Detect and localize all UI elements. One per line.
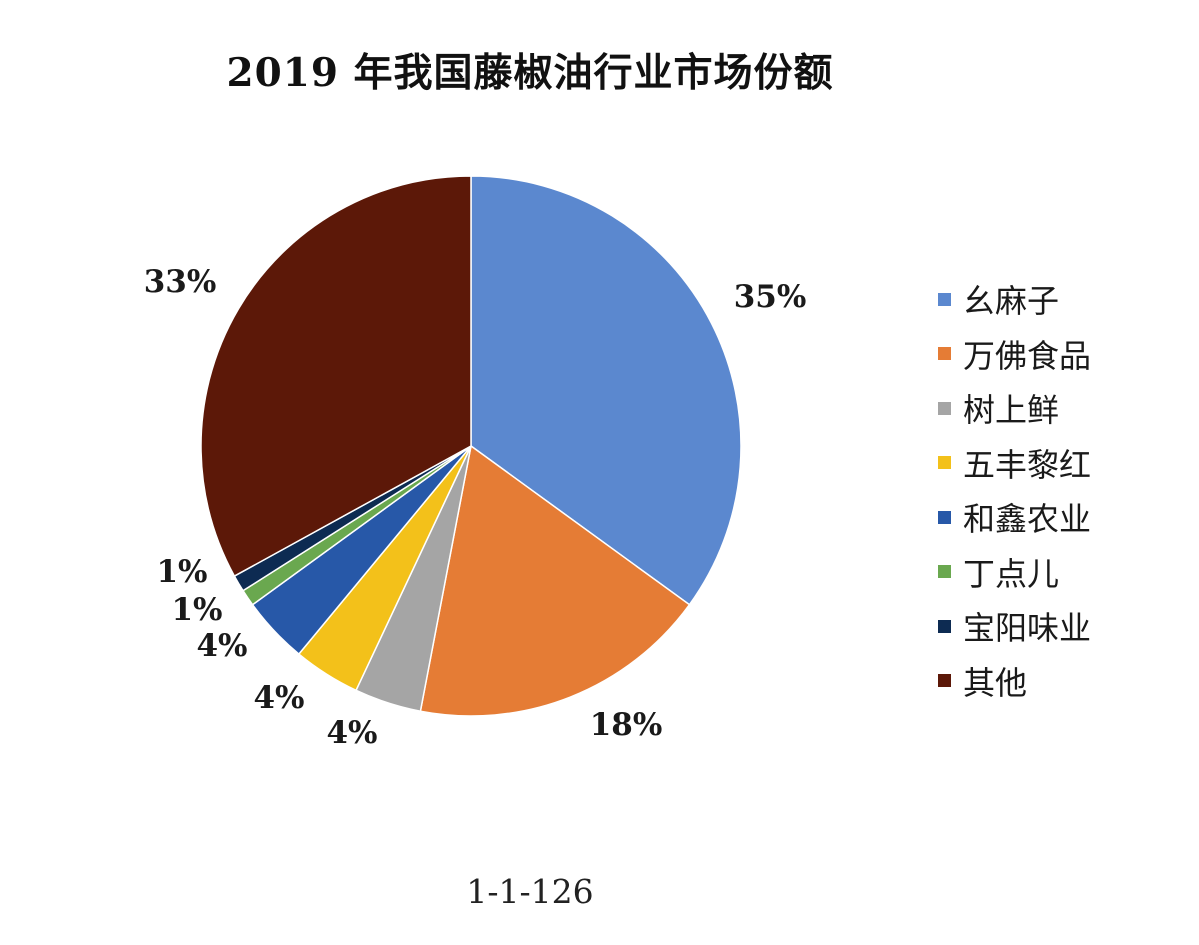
pie-slice-label-4: 4% <box>253 680 304 716</box>
legend-label: 万佛食品 <box>963 336 1092 375</box>
pie-slice-8 <box>200 175 472 578</box>
legend-swatch <box>938 674 951 688</box>
legend-item-7: 宝阳味业 <box>938 599 1091 654</box>
legend-label: 其他 <box>963 663 1028 702</box>
legend-swatch <box>938 565 951 579</box>
legend-item-5: 和鑫农业 <box>938 490 1091 545</box>
pie-slices <box>200 175 742 717</box>
legend-item-6: 丁点儿 <box>938 545 1091 600</box>
legend-label: 树上鲜 <box>963 391 1060 430</box>
legend-item-8: 其他 <box>938 654 1091 709</box>
legend-swatch <box>938 456 951 470</box>
chart-title: 2019 年我国藤椒油行业市场份额 <box>226 50 834 96</box>
pie-slice-label-8: 33% <box>144 264 217 300</box>
pie-slice-label-5: 4% <box>196 628 247 664</box>
page-number: 1-1-126 <box>466 872 594 911</box>
pie-slice-label-7: 1% <box>156 554 207 590</box>
legend-label: 宝阳味业 <box>963 609 1092 648</box>
pie-slice-1 <box>470 175 742 606</box>
legend-label: 幺麻子 <box>963 282 1060 321</box>
legend-label: 五丰黎红 <box>963 445 1092 484</box>
legend-label: 和鑫农业 <box>963 500 1092 539</box>
legend-item-1: 幺麻子 <box>938 272 1091 327</box>
legend-item-4: 五丰黎红 <box>938 436 1091 491</box>
pie-slice-labels: 35%18%4%4%4%1%1%33% <box>144 264 807 751</box>
chart-legend: 幺麻子万佛食品树上鲜五丰黎红和鑫农业丁点儿宝阳味业其他 <box>938 272 1091 708</box>
legend-label: 丁点儿 <box>963 554 1060 593</box>
legend-swatch <box>938 401 951 415</box>
pie-slice-label-6: 1% <box>171 592 222 628</box>
pie-slice-label-1: 35% <box>734 279 807 315</box>
pie-slice-label-3: 4% <box>326 715 377 751</box>
legend-item-2: 万佛食品 <box>938 327 1091 382</box>
pie-slice-2 <box>419 444 691 717</box>
legend-swatch <box>938 619 951 633</box>
legend-swatch <box>938 510 951 524</box>
legend-swatch <box>938 347 951 361</box>
legend-item-3: 树上鲜 <box>938 381 1091 436</box>
legend-swatch <box>938 292 951 306</box>
pie-slice-label-2: 18% <box>590 707 663 743</box>
